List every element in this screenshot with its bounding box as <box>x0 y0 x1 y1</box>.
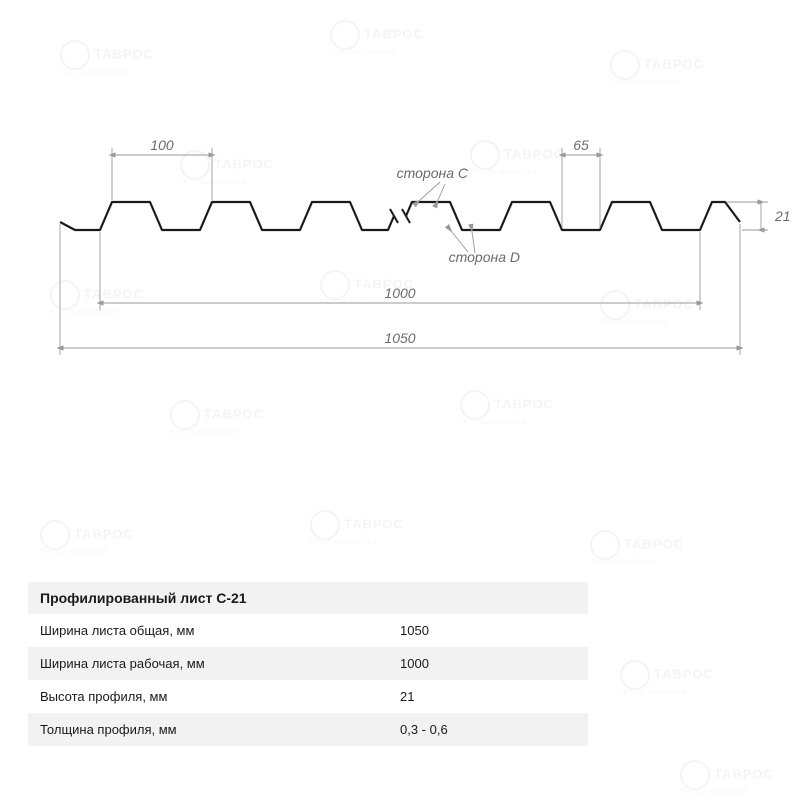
side-c-label: сторона C <box>397 165 469 181</box>
table-row: Ширина листа рабочая, мм 1000 <box>28 647 588 680</box>
table-row: Толщина профиля, мм 0,3 - 0,6 <box>28 713 588 746</box>
profile-path <box>60 202 740 230</box>
profile-diagram: 100 65 21 1000 1050 сторона C сторона D <box>0 0 800 560</box>
table-title: Профилированный лист С-21 <box>28 582 588 614</box>
watermark: ТАВРОСГРУППА КОМПАНИЙ <box>620 660 714 696</box>
dim-crest-65 <box>562 148 600 228</box>
dim-width-working-label: 1000 <box>384 285 415 301</box>
spec-label: Толщина профиля, мм <box>40 722 400 737</box>
spec-value: 0,3 - 0,6 <box>400 722 576 737</box>
spec-label: Высота профиля, мм <box>40 689 400 704</box>
spec-value: 1000 <box>400 656 576 671</box>
table-row: Высота профиля, мм 21 <box>28 680 588 713</box>
spec-label: Ширина листа общая, мм <box>40 623 400 638</box>
dim-height-21 <box>727 202 768 230</box>
dim-crest-label: 65 <box>573 137 589 153</box>
side-c-arrows <box>420 182 445 200</box>
spec-value: 21 <box>400 689 576 704</box>
dim-pitch-label: 100 <box>150 137 174 153</box>
dim-height-label: 21 <box>774 208 791 224</box>
spec-table: Профилированный лист С-21 Ширина листа о… <box>28 582 588 746</box>
dim-pitch-100 <box>112 148 212 200</box>
watermark: ТАВРОСГРУППА КОМПАНИЙ <box>680 760 774 796</box>
side-d-label: сторона D <box>449 249 520 265</box>
table-row: Ширина листа общая, мм 1050 <box>28 614 588 647</box>
dim-width-total-label: 1050 <box>384 330 415 346</box>
spec-label: Ширина листа рабочая, мм <box>40 656 400 671</box>
spec-value: 1050 <box>400 623 576 638</box>
